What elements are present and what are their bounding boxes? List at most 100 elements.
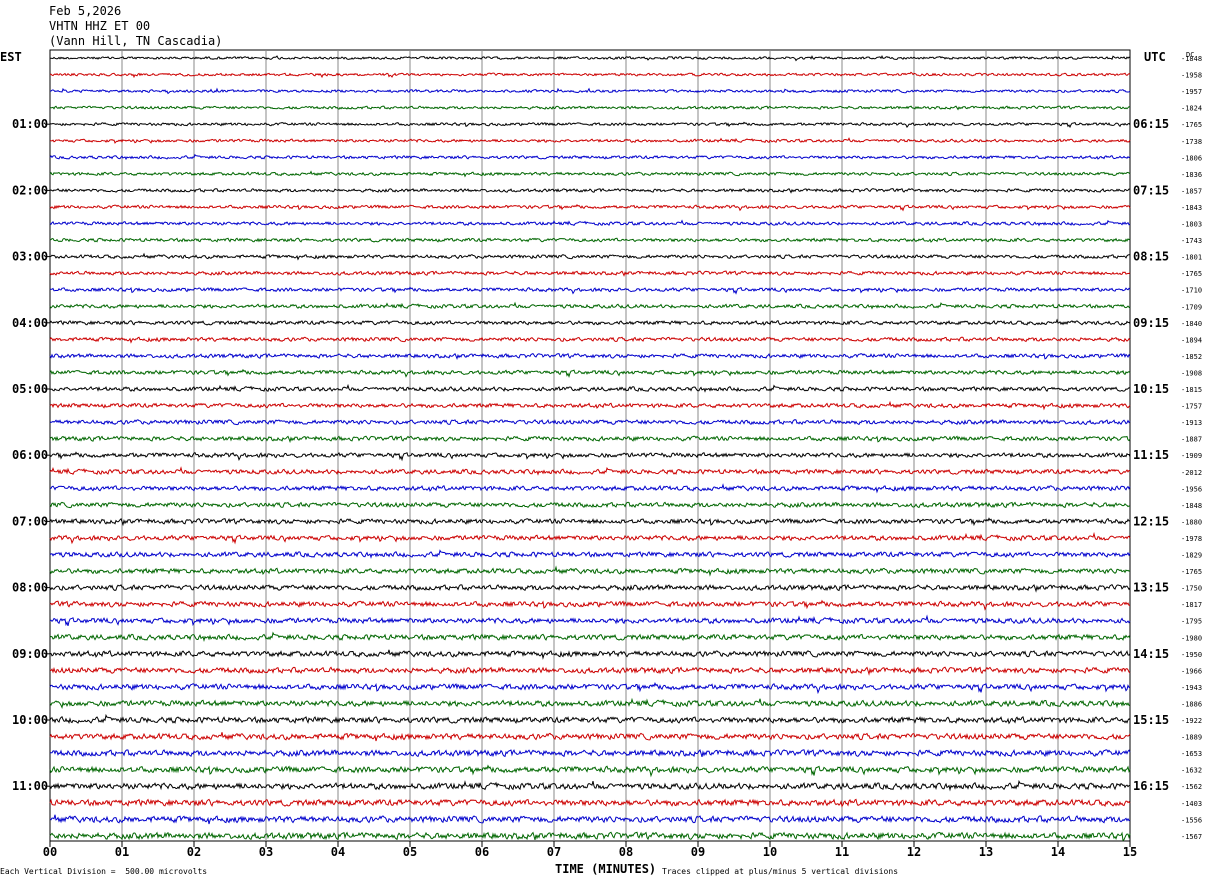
left-timezone-label: EST (0, 50, 22, 64)
trace-line (49, 400, 1131, 411)
x-tick-label: 11 (835, 845, 849, 859)
left-hour-label: 05:00 (12, 382, 48, 396)
dc-offset-label: -1894 (1181, 336, 1202, 344)
trace-line (49, 204, 1131, 212)
dc-offset-label: -1880 (1181, 518, 1202, 526)
dc-offset-label: -1824 (1181, 105, 1202, 113)
dc-offset-label: -1886 (1181, 700, 1202, 708)
trace-line (49, 336, 1131, 344)
trace-line (49, 631, 1131, 642)
location-label: (Vann Hill, TN Cascadia) (49, 34, 223, 48)
right-hour-label: 12:15 (1133, 514, 1169, 528)
dc-offset-label: -1950 (1181, 651, 1202, 659)
trace-line (49, 713, 1131, 725)
dc-offset-label: -1632 (1181, 767, 1202, 775)
x-tick-label: 15 (1123, 845, 1137, 859)
left-hour-label: 06:00 (12, 448, 48, 462)
dc-offset-label: -1743 (1181, 237, 1202, 245)
trace-line (49, 286, 1131, 295)
dc-offset-label: -1848 (1181, 502, 1202, 510)
trace-line (49, 105, 1131, 111)
dc-offset-label: -1908 (1181, 369, 1202, 377)
trace-line (49, 764, 1131, 778)
x-axis-label: TIME (MINUTES) (555, 862, 657, 876)
x-tick-label: 09 (691, 845, 705, 859)
dc-offset-label: -1403 (1181, 800, 1202, 808)
dc-offset-label: -1840 (1181, 320, 1202, 328)
right-hour-label: 15:15 (1133, 713, 1169, 727)
dc-offset-label: -1836 (1181, 171, 1202, 179)
trace-line (49, 549, 1131, 559)
trace-line (49, 814, 1131, 825)
dc-offset-label: -1829 (1181, 552, 1202, 560)
plot-header: Feb 5,2026 VHTN HHZ ET 00 (Vann Hill, TN… (49, 4, 222, 49)
trace-line (49, 219, 1131, 227)
trace-line (49, 749, 1131, 758)
trace-line (49, 87, 1131, 95)
x-tick-label: 04 (331, 845, 345, 859)
dc-offset-label: -1889 (1181, 734, 1202, 742)
scale-note: Each Vertical Division = 500.00 microvol… (0, 867, 208, 876)
dc-offset-label: -1562 (1181, 783, 1202, 791)
dc-offset-label: -1765 (1181, 568, 1202, 576)
right-hour-label: 09:15 (1133, 316, 1169, 330)
right-timezone-label: UTC (1144, 50, 1166, 64)
trace-line (49, 270, 1131, 277)
x-tick-label: 14 (1051, 845, 1065, 859)
left-hour-label: 03:00 (12, 250, 48, 264)
trace-line (49, 681, 1131, 695)
x-tick-label: 05 (403, 845, 417, 859)
trace-line (49, 666, 1131, 676)
dc-offset-label: -1757 (1181, 403, 1202, 411)
station-label: VHTN HHZ ET 00 (49, 19, 151, 33)
x-tick-label: 08 (619, 845, 633, 859)
x-tick-label: 00 (43, 845, 57, 859)
dc-offset-label: -1817 (1181, 601, 1202, 609)
left-hour-label: 10:00 (12, 713, 48, 727)
trace-line (49, 170, 1131, 178)
trace-line (49, 732, 1131, 742)
trace-line (49, 237, 1131, 243)
trace-line (49, 252, 1131, 261)
date-label: Feb 5,2026 (49, 4, 122, 18)
trace-line (49, 531, 1131, 545)
trace-line (49, 188, 1131, 194)
dc-offset-label: -1956 (1181, 485, 1202, 493)
trace-line (49, 565, 1131, 577)
dc-offset-label: -1848 (1181, 55, 1202, 63)
dc-offset-label: -1978 (1181, 535, 1202, 543)
trace-line (49, 318, 1131, 326)
trace-line (49, 584, 1131, 593)
left-hour-label: 04:00 (12, 316, 48, 330)
trace-line (49, 419, 1131, 426)
dc-offset-label: -1980 (1181, 634, 1202, 642)
dc-offset-label: -1815 (1181, 386, 1202, 394)
trace-line (49, 71, 1131, 79)
dc-offset-label: -2012 (1181, 469, 1202, 477)
trace-line (49, 501, 1131, 509)
dc-offset-label: -1852 (1181, 353, 1202, 361)
left-hour-label: 09:00 (12, 647, 48, 661)
left-hour-label: 02:00 (12, 183, 48, 197)
dc-offset-label: -1765 (1181, 121, 1202, 129)
x-tick-label: 07 (547, 845, 561, 859)
trace-line (49, 435, 1131, 444)
right-hour-label: 16:15 (1133, 779, 1169, 793)
right-hour-label: 06:15 (1133, 117, 1169, 131)
dc-offset-label: -1801 (1181, 254, 1202, 262)
dc-header: DC (1186, 51, 1194, 59)
dc-offset-label: -1913 (1181, 419, 1202, 427)
right-hour-label: 14:15 (1133, 647, 1169, 661)
dc-offset-label: -1709 (1181, 303, 1202, 311)
dc-offset-label: -1887 (1181, 436, 1202, 444)
dc-offset-label: -1556 (1181, 816, 1202, 824)
trace-line (49, 121, 1131, 129)
right-hour-label: 07:15 (1133, 183, 1169, 197)
x-tick-label: 13 (979, 845, 993, 859)
dc-offset-label: -1922 (1181, 717, 1202, 725)
right-hour-label: 13:15 (1133, 581, 1169, 595)
dc-offset-label: -1857 (1181, 187, 1202, 195)
right-hour-label: 10:15 (1133, 382, 1169, 396)
clip-note: Traces clipped at plus/minus 5 vertical … (662, 867, 899, 876)
